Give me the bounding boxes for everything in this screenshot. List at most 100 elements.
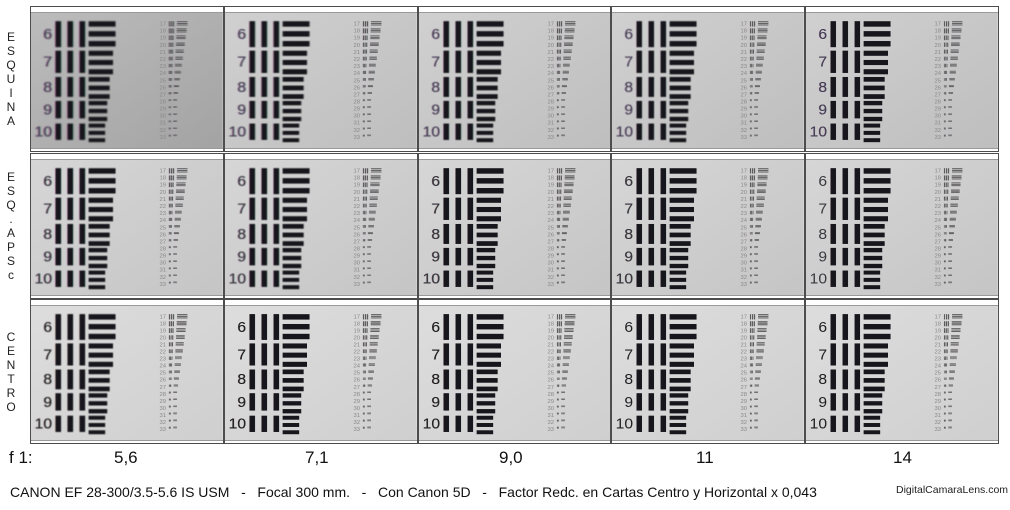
svg-text:19: 19 [353, 183, 360, 189]
svg-text:10: 10 [422, 271, 439, 288]
svg-text:27: 27 [547, 240, 554, 246]
svg-text:31: 31 [547, 268, 554, 274]
svg-text:25: 25 [741, 225, 748, 231]
svg-text:7: 7 [625, 54, 634, 71]
svg-text:22: 22 [547, 57, 554, 63]
svg-text:29: 29 [935, 107, 942, 113]
svg-text:7: 7 [43, 54, 52, 71]
svg-text:25: 25 [547, 225, 554, 231]
svg-text:22: 22 [160, 350, 167, 356]
svg-text:7: 7 [43, 201, 52, 218]
svg-text:26: 26 [741, 85, 748, 91]
svg-text:25: 25 [353, 371, 360, 377]
svg-text:6: 6 [43, 319, 52, 335]
svg-text:9: 9 [819, 102, 828, 119]
svg-text:32: 32 [353, 420, 360, 426]
svg-text:30: 30 [741, 261, 748, 267]
svg-text:17: 17 [353, 315, 360, 321]
svg-text:32: 32 [935, 128, 942, 134]
svg-text:26: 26 [160, 85, 167, 91]
svg-text:22: 22 [353, 204, 360, 210]
svg-text:27: 27 [741, 93, 748, 99]
svg-text:6: 6 [43, 173, 52, 190]
svg-text:8: 8 [431, 79, 440, 96]
svg-text:33: 33 [547, 282, 554, 288]
svg-text:31: 31 [741, 121, 748, 127]
svg-text:21: 21 [935, 197, 942, 203]
svg-text:23: 23 [547, 64, 554, 70]
svg-text:9: 9 [625, 249, 634, 266]
svg-text:7: 7 [237, 54, 246, 71]
svg-text:18: 18 [547, 29, 554, 35]
svg-text:33: 33 [160, 427, 167, 433]
svg-text:8: 8 [625, 79, 634, 96]
svg-text:33: 33 [935, 282, 942, 288]
svg-text:27: 27 [353, 385, 360, 391]
svg-text:8: 8 [431, 372, 440, 388]
svg-text:29: 29 [547, 107, 554, 113]
svg-text:26: 26 [547, 232, 554, 238]
svg-text:23: 23 [935, 64, 942, 70]
svg-text:23: 23 [547, 211, 554, 217]
svg-text:28: 28 [353, 100, 360, 106]
svg-text:21: 21 [353, 197, 360, 203]
svg-text:8: 8 [819, 226, 828, 243]
svg-text:17: 17 [547, 169, 554, 175]
svg-text:22: 22 [935, 204, 942, 210]
svg-text:9: 9 [43, 249, 52, 266]
svg-text:33: 33 [353, 135, 360, 141]
svg-text:30: 30 [160, 261, 167, 267]
svg-text:29: 29 [547, 254, 554, 260]
svg-text:30: 30 [935, 114, 942, 120]
svg-text:19: 19 [160, 329, 167, 335]
svg-text:10: 10 [228, 124, 245, 141]
svg-text:6: 6 [431, 26, 440, 43]
svg-text:20: 20 [935, 190, 942, 196]
svg-text:10: 10 [228, 271, 245, 288]
svg-text:26: 26 [160, 232, 167, 238]
svg-text:8: 8 [237, 79, 246, 96]
svg-text:24: 24 [353, 71, 360, 77]
svg-text:28: 28 [160, 100, 167, 106]
svg-text:30: 30 [353, 114, 360, 120]
svg-text:19: 19 [935, 36, 942, 42]
svg-text:31: 31 [935, 268, 942, 274]
svg-text:19: 19 [353, 36, 360, 42]
svg-text:32: 32 [741, 275, 748, 281]
svg-text:25: 25 [160, 78, 167, 84]
svg-text:25: 25 [547, 78, 554, 84]
svg-text:32: 32 [160, 420, 167, 426]
svg-text:20: 20 [353, 43, 360, 49]
svg-text:22: 22 [547, 204, 554, 210]
svg-text:24: 24 [935, 71, 942, 77]
svg-text:8: 8 [43, 79, 52, 96]
svg-text:17: 17 [741, 22, 748, 28]
svg-text:32: 32 [353, 275, 360, 281]
svg-text:27: 27 [547, 93, 554, 99]
svg-text:20: 20 [160, 336, 167, 342]
svg-text:26: 26 [160, 378, 167, 384]
svg-text:31: 31 [160, 121, 167, 127]
svg-text:6: 6 [625, 173, 634, 190]
svg-text:28: 28 [935, 100, 942, 106]
svg-text:9: 9 [43, 102, 52, 119]
svg-text:6: 6 [819, 173, 828, 190]
svg-text:31: 31 [353, 121, 360, 127]
svg-text:21: 21 [741, 197, 748, 203]
svg-text:9: 9 [43, 394, 52, 410]
svg-text:20: 20 [547, 43, 554, 49]
svg-text:21: 21 [547, 197, 554, 203]
svg-text:32: 32 [353, 128, 360, 134]
svg-text:6: 6 [237, 26, 246, 43]
svg-text:23: 23 [935, 211, 942, 217]
svg-text:20: 20 [353, 336, 360, 342]
svg-text:31: 31 [935, 121, 942, 127]
svg-text:24: 24 [741, 218, 748, 224]
svg-text:8: 8 [43, 226, 52, 243]
svg-text:31: 31 [741, 268, 748, 274]
svg-text:26: 26 [741, 232, 748, 238]
svg-text:17: 17 [160, 315, 167, 321]
svg-text:23: 23 [353, 211, 360, 217]
svg-text:33: 33 [353, 282, 360, 288]
svg-text:32: 32 [547, 275, 554, 281]
